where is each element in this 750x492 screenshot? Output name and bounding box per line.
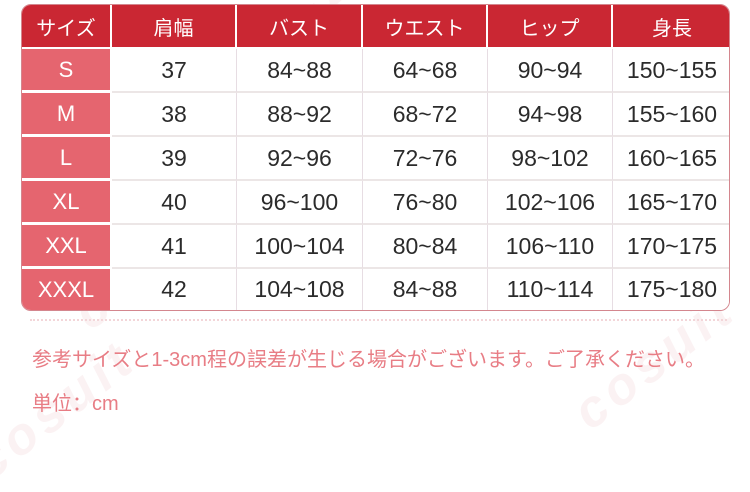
size-cell: XXL xyxy=(22,225,112,269)
data-cell: 160~165 xyxy=(613,137,729,181)
header-cell-size: サイズ xyxy=(22,5,112,49)
size-cell: XXXL xyxy=(22,269,112,310)
table-row-xl: XL 40 96~100 76~80 102~106 165~170 xyxy=(22,181,729,225)
data-cell: 98~102 xyxy=(488,137,613,181)
data-cell: 72~76 xyxy=(363,137,488,181)
data-cell: 165~170 xyxy=(613,181,729,225)
header-cell-shoulder: 肩幅 xyxy=(112,5,237,49)
data-cell: 76~80 xyxy=(363,181,488,225)
size-cell: XL xyxy=(22,181,112,225)
table-row-s: S 37 84~88 64~68 90~94 150~155 xyxy=(22,49,729,93)
size-cell: M xyxy=(22,93,112,137)
header-cell-waist: ウエスト xyxy=(363,5,488,49)
header-row: サイズ 肩幅 バスト ウエスト ヒップ 身長 xyxy=(22,5,729,49)
size-cell: L xyxy=(22,137,112,181)
data-cell: 106~110 xyxy=(488,225,613,269)
data-cell: 39 xyxy=(112,137,237,181)
size-chart-table: サイズ 肩幅 バスト ウエスト ヒップ 身長 S 37 84~88 64~68 … xyxy=(21,4,730,311)
data-cell: 100~104 xyxy=(237,225,363,269)
data-cell: 104~108 xyxy=(237,269,363,310)
data-cell: 150~155 xyxy=(613,49,729,93)
table-row-m: M 38 88~92 68~72 94~98 155~160 xyxy=(22,93,729,137)
data-cell: 68~72 xyxy=(363,93,488,137)
data-cell: 92~96 xyxy=(237,137,363,181)
data-cell: 90~94 xyxy=(488,49,613,93)
data-cell: 155~160 xyxy=(613,93,729,137)
data-cell: 175~180 xyxy=(613,269,729,310)
data-cell: 84~88 xyxy=(363,269,488,310)
table-row-xxxl: XXXL 42 104~108 84~88 110~114 175~180 xyxy=(22,269,729,310)
data-cell: 64~68 xyxy=(363,49,488,93)
data-cell: 42 xyxy=(112,269,237,310)
data-cell: 40 xyxy=(112,181,237,225)
data-cell: 38 xyxy=(112,93,237,137)
size-cell: S xyxy=(22,49,112,93)
data-cell: 88~92 xyxy=(237,93,363,137)
header-cell-bust: バスト xyxy=(237,5,363,49)
note-unit: 単位：cm xyxy=(32,393,119,415)
note-size-tolerance: 参考サイズと1-3cm程の誤差が生じる場合がございます。ご了承ください。 xyxy=(32,349,705,371)
table-bottom-divider xyxy=(30,319,727,321)
data-cell: 80~84 xyxy=(363,225,488,269)
data-cell: 96~100 xyxy=(237,181,363,225)
table-row-xxl: XXL 41 100~104 80~84 106~110 170~175 xyxy=(22,225,729,269)
header-cell-hip: ヒップ xyxy=(488,5,613,49)
data-cell: 41 xyxy=(112,225,237,269)
data-cell: 84~88 xyxy=(237,49,363,93)
header-cell-height: 身長 xyxy=(613,5,729,49)
data-cell: 110~114 xyxy=(488,269,613,310)
data-cell: 102~106 xyxy=(488,181,613,225)
table-row-l: L 39 92~96 72~76 98~102 160~165 xyxy=(22,137,729,181)
data-cell: 94~98 xyxy=(488,93,613,137)
data-cell: 37 xyxy=(112,49,237,93)
data-cell: 170~175 xyxy=(613,225,729,269)
